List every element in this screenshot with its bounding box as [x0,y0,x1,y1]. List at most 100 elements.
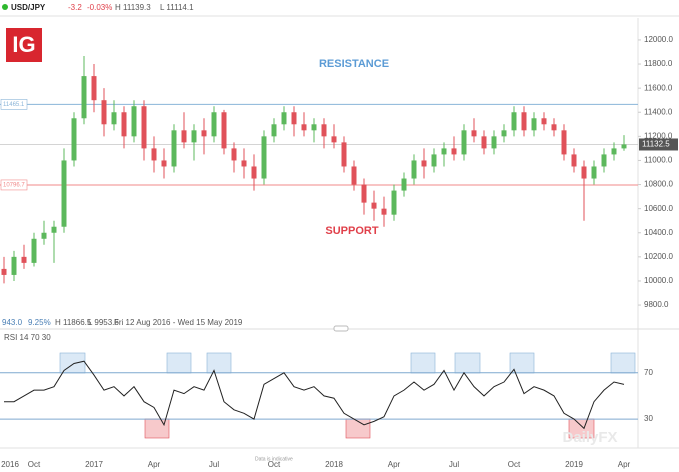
candle-body [231,148,237,161]
candle-body [181,130,187,143]
y-tick-label: 11800.0 [644,59,673,68]
last-price-box [639,138,678,151]
info-0: 943.0 [2,318,23,327]
x-tick-label: Oct [268,460,281,469]
overbought-box [410,352,436,374]
candle-body [31,238,37,263]
overbought-box [454,352,481,374]
candle-body [471,130,477,137]
candle-body [11,256,17,275]
level-label: 11465.1 [3,102,25,108]
info-4: Fri 12 Aug 2016 - Wed 15 May 2019 [114,318,243,327]
panel-handle[interactable] [333,325,349,332]
candle-body [351,166,357,185]
candle-body [371,202,377,209]
candle-body [431,154,437,167]
candle-body [21,256,27,263]
y-tick-label: 9800.0 [644,300,669,309]
indicator-label: RSI 14 70 30 [4,333,51,342]
overbought-box [166,352,192,374]
candle-body [591,166,597,179]
y-tick-label: 11200.0 [644,131,673,140]
rsi-line [4,360,625,430]
y-tick-label: 10600.0 [644,204,673,213]
candle-body [141,106,147,149]
y-tick-label: 11400.0 [644,107,673,116]
logo-box [6,28,42,62]
x-tick-label: Oct [28,460,41,469]
candle-body [111,112,117,125]
candle-body [451,148,457,155]
x-tick-label: 2018 [325,460,343,469]
level-label-box [0,179,28,191]
candle-body [241,160,247,167]
candle-body [261,136,267,179]
candle-body [611,148,617,155]
note: Data is indicative [255,456,293,462]
candle-body [601,154,607,167]
candle-body [151,148,157,161]
level-label-box [0,99,28,110]
candle-body [581,166,587,179]
symbol[interactable]: USD/JPY [11,3,46,12]
candle-body [441,148,447,155]
last-price-label: 11132.5 [642,140,670,149]
candle-body [271,124,277,137]
candle-body [51,226,57,233]
candle-body [321,124,327,137]
candle-body [561,130,567,155]
x-tick-label: Jul [209,460,219,469]
candle-body [61,160,67,227]
candle-body [391,190,397,215]
candle-body [361,184,367,203]
x-tick-label: 2016 [1,460,19,469]
annotation: RESISTANCE [319,58,389,70]
candle-body [301,124,307,131]
candle-body [401,178,407,191]
candle-body [531,118,537,131]
candle-body [161,160,167,167]
candle-body [71,118,77,161]
overbought-box [206,352,232,374]
rsi-highlights [59,352,636,439]
session-low: L 11114.1 [160,3,194,12]
info-2: H 11866.5 [55,318,92,327]
y-tick-label: 10800.0 [644,180,673,189]
candle-body [551,124,557,131]
candle-body [121,112,127,137]
candle-body [621,144,627,149]
overbought-box [610,352,636,374]
overbought-box [59,352,86,374]
candle-body [221,112,227,149]
candle-body [291,112,297,125]
candle-body [411,160,417,179]
change: -3.2 [68,3,82,12]
y-tick-label: 10200.0 [644,252,673,261]
candle-body [341,142,347,167]
y-tick-label: 11600.0 [644,83,673,92]
candle-body [131,106,137,137]
level-label: 10796.7 [3,183,25,189]
candle-body [281,112,287,125]
candle-body [521,112,527,131]
candle-body [311,124,317,131]
logo: IG [12,32,35,57]
candle-body [331,136,337,143]
y-tick-label: 11000.0 [644,156,673,165]
annotation: SUPPORT [325,225,378,237]
candle-body [41,232,47,239]
rsi-tick-label: 30 [644,414,653,423]
candle-body [211,112,217,137]
x-tick-label: 2019 [565,460,583,469]
x-tick-label: Oct [508,460,521,469]
x-tick-label: Jul [449,460,459,469]
candle-body [1,268,7,275]
y-tick-label: 10000.0 [644,276,673,285]
candle-body [381,208,387,215]
x-tick-label: Apr [388,460,401,469]
candle-body [501,130,507,137]
candle-body [541,118,547,125]
